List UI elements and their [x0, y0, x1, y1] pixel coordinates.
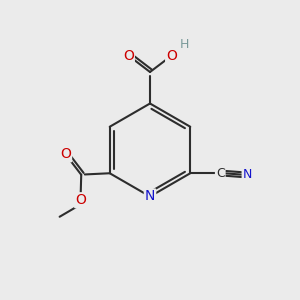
Text: N: N [145, 190, 155, 203]
Text: O: O [123, 49, 134, 62]
Text: H: H [179, 38, 189, 51]
Text: C: C [216, 167, 225, 180]
Text: O: O [166, 49, 177, 62]
Text: O: O [75, 193, 86, 207]
Text: O: O [60, 147, 71, 161]
Text: N: N [243, 168, 252, 181]
